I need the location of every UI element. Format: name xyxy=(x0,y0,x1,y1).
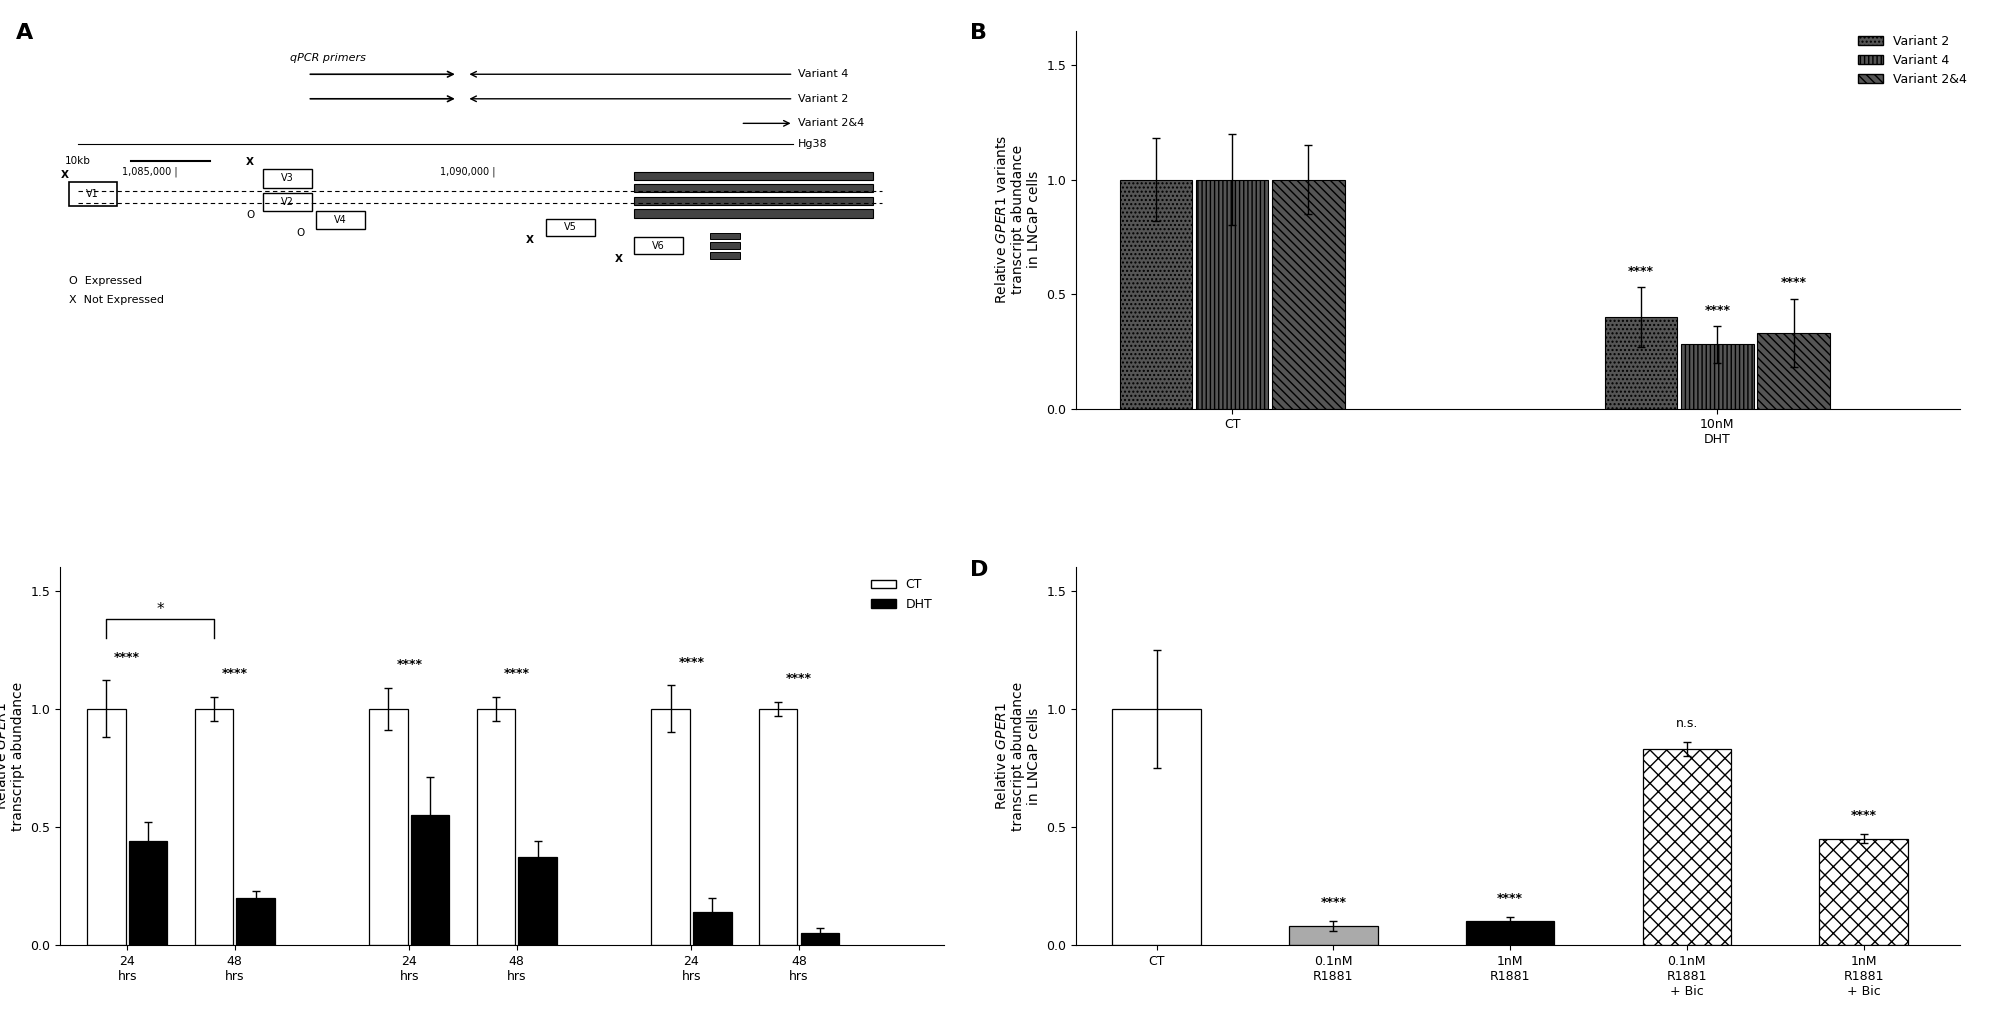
Text: O: O xyxy=(246,210,254,220)
FancyBboxPatch shape xyxy=(710,232,740,239)
FancyBboxPatch shape xyxy=(634,210,874,218)
Text: D: D xyxy=(970,560,988,579)
Text: ****: **** xyxy=(1704,304,1730,317)
Text: O: O xyxy=(296,228,304,237)
Bar xyxy=(694,912,732,945)
Bar xyxy=(1758,333,1830,409)
Bar xyxy=(1196,180,1268,409)
Text: ****: **** xyxy=(1780,276,1806,290)
FancyBboxPatch shape xyxy=(710,242,740,250)
Bar xyxy=(410,815,450,945)
Y-axis label: Relative $\it{GPER1}$ variants
transcript abundance
in LNCaP cells: Relative $\it{GPER1}$ variants transcrip… xyxy=(994,135,1042,304)
Legend: Variant 2, Variant 4, Variant 2&4: Variant 2, Variant 4, Variant 2&4 xyxy=(1852,30,1972,91)
Bar xyxy=(1120,180,1192,409)
FancyBboxPatch shape xyxy=(634,237,684,255)
Bar xyxy=(518,858,556,945)
FancyBboxPatch shape xyxy=(710,253,740,259)
Text: ****: **** xyxy=(504,668,530,681)
Bar xyxy=(758,709,798,945)
Text: B: B xyxy=(970,24,988,43)
Text: V6: V6 xyxy=(652,241,664,251)
Text: V4: V4 xyxy=(334,215,346,225)
Text: ****: **** xyxy=(1498,891,1524,905)
Text: ****: **** xyxy=(678,655,704,669)
Text: Hg38: Hg38 xyxy=(798,139,828,149)
Text: Variant 2&4: Variant 2&4 xyxy=(798,118,864,128)
FancyBboxPatch shape xyxy=(546,219,594,235)
Text: X: X xyxy=(60,170,68,180)
Text: ****: **** xyxy=(1628,265,1654,278)
FancyBboxPatch shape xyxy=(68,182,118,206)
FancyBboxPatch shape xyxy=(264,193,312,212)
Bar xyxy=(88,709,126,945)
Text: V1: V1 xyxy=(86,189,100,199)
Text: 10kb: 10kb xyxy=(64,156,90,166)
Bar xyxy=(1466,921,1554,945)
Bar xyxy=(1604,317,1678,409)
Text: ****: **** xyxy=(786,673,812,685)
Text: 1,090,000 |: 1,090,000 | xyxy=(440,166,496,177)
Bar xyxy=(1642,749,1732,945)
Text: X: X xyxy=(246,157,254,167)
Y-axis label: Relative $\it{GPER1}$
transcript abundance
in LNCaP cells: Relative $\it{GPER1}$ transcript abundan… xyxy=(994,682,1042,831)
Text: X  Not Expressed: X Not Expressed xyxy=(68,295,164,305)
Text: X: X xyxy=(614,254,622,264)
Text: n.s.: n.s. xyxy=(1676,717,1698,730)
Y-axis label: Relative $\it{GPER1}$
transcript abundance: Relative $\it{GPER1}$ transcript abundan… xyxy=(0,682,24,831)
Legend: CT, DHT: CT, DHT xyxy=(866,573,938,615)
Bar xyxy=(236,898,274,945)
Bar xyxy=(1290,926,1378,945)
Text: V2: V2 xyxy=(280,197,294,207)
Bar xyxy=(652,709,690,945)
Text: ****: **** xyxy=(1850,809,1876,822)
Bar xyxy=(476,709,516,945)
Text: *: * xyxy=(156,602,164,617)
Text: ****: **** xyxy=(222,668,248,681)
Bar xyxy=(800,934,840,945)
Text: X: X xyxy=(526,235,534,245)
Text: ****: **** xyxy=(114,651,140,663)
Text: ****: **** xyxy=(1320,897,1346,910)
FancyBboxPatch shape xyxy=(634,172,874,180)
Text: V3: V3 xyxy=(280,174,294,184)
Text: Variant 2: Variant 2 xyxy=(798,93,848,104)
Bar xyxy=(1820,839,1908,945)
Text: Variant 4: Variant 4 xyxy=(798,69,848,79)
Bar xyxy=(194,709,232,945)
Bar xyxy=(370,709,408,945)
Bar xyxy=(1682,344,1754,409)
Bar xyxy=(1272,180,1344,409)
Bar xyxy=(128,841,168,945)
Text: V5: V5 xyxy=(564,222,576,232)
FancyBboxPatch shape xyxy=(634,197,874,205)
Text: 1,085,000 |: 1,085,000 | xyxy=(122,166,178,177)
FancyBboxPatch shape xyxy=(264,169,312,188)
Text: qPCR primers: qPCR primers xyxy=(290,53,366,63)
FancyBboxPatch shape xyxy=(634,184,874,192)
Text: A: A xyxy=(16,24,34,43)
FancyBboxPatch shape xyxy=(316,211,364,229)
Text: ****: **** xyxy=(396,658,422,671)
Text: O  Expressed: O Expressed xyxy=(68,276,142,286)
Bar xyxy=(1112,709,1200,945)
